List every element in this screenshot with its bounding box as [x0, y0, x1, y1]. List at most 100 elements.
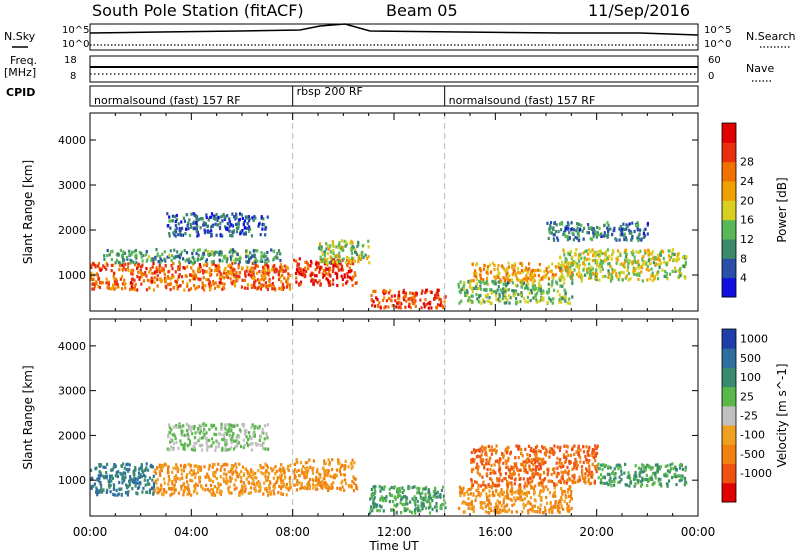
data-cell [237, 493, 241, 497]
data-cell [333, 473, 336, 477]
cpid-segment-label: normalsound (fast) 157 RF [449, 94, 596, 107]
data-cell [562, 453, 565, 457]
data-cell [683, 257, 687, 261]
data-cell [321, 479, 324, 483]
data-cell [399, 489, 402, 493]
data-cell [202, 276, 205, 280]
data-cell [479, 447, 482, 451]
data-cell [261, 227, 264, 231]
data-cell [357, 240, 360, 244]
data-cell [616, 249, 620, 253]
data-cell [478, 473, 482, 477]
data-cell [488, 448, 491, 452]
data-cell [402, 495, 406, 499]
data-cell [388, 500, 391, 504]
data-cell [260, 274, 263, 278]
data-cell [671, 476, 674, 480]
data-cell [529, 449, 532, 453]
data-cell [320, 247, 323, 251]
data-cell [336, 253, 339, 257]
data-cell [98, 476, 101, 480]
data-cell [429, 505, 432, 509]
data-cell [185, 251, 189, 255]
data-cell [483, 300, 486, 304]
data-cell [558, 266, 561, 270]
data-cell [524, 460, 527, 464]
data-cell [121, 477, 124, 481]
data-cell [229, 475, 232, 479]
data-cell [175, 218, 178, 222]
data-cell [319, 481, 322, 485]
data-cell [475, 455, 478, 459]
data-cell [568, 297, 571, 301]
data-cell [515, 462, 518, 466]
data-cell [213, 485, 216, 489]
data-cell [500, 491, 503, 495]
data-cell [213, 474, 216, 479]
data-cell [382, 509, 385, 513]
data-cell [598, 266, 601, 270]
data-cell [490, 291, 493, 295]
data-cell [567, 494, 570, 499]
data-cell [541, 484, 544, 488]
data-cell [258, 285, 261, 289]
data-cell [547, 479, 550, 483]
data-cell [247, 229, 251, 233]
data-cell [284, 268, 287, 272]
data-cell [393, 485, 396, 489]
data-cell [128, 463, 131, 467]
data-cell [259, 233, 262, 237]
data-cell [488, 493, 491, 498]
data-cell [234, 478, 237, 482]
data-cell [658, 258, 661, 262]
data-cell [485, 458, 488, 462]
data-cell [169, 226, 172, 230]
data-cell [231, 248, 235, 252]
data-cell [124, 491, 128, 495]
data-cell [533, 284, 536, 288]
data-cell [531, 479, 534, 484]
data-cell [645, 477, 648, 482]
data-cell [477, 487, 480, 491]
data-cell [161, 252, 164, 256]
data-cell [583, 258, 586, 262]
data-cell [503, 287, 507, 291]
data-cell [261, 443, 264, 447]
data-cell [339, 262, 342, 266]
data-cell [195, 464, 198, 468]
data-cell [528, 501, 531, 505]
data-cell [589, 272, 592, 277]
data-cell [582, 226, 586, 230]
data-cell [422, 487, 425, 491]
data-cell [490, 452, 493, 456]
data-cell [245, 430, 248, 434]
data-cell [642, 229, 646, 233]
data-cell [659, 465, 662, 469]
data-cell [228, 217, 231, 221]
data-cell [250, 442, 253, 446]
data-cell [573, 444, 576, 448]
data-cell [374, 484, 377, 489]
data-cell [235, 213, 238, 217]
data-cell [550, 231, 553, 235]
data-cell [467, 506, 470, 510]
data-cell [309, 264, 312, 268]
data-cell [120, 254, 124, 258]
data-cell [174, 279, 177, 283]
data-cell [607, 233, 610, 237]
data-cell [184, 274, 187, 278]
data-cell [594, 453, 597, 457]
data-cell [488, 498, 491, 503]
data-cell [297, 262, 300, 266]
data-cell [218, 266, 221, 270]
data-cell [133, 278, 136, 282]
data-cell [398, 293, 401, 297]
data-cell [221, 234, 224, 238]
data-cell [476, 287, 479, 291]
data-cell [510, 492, 514, 496]
data-cell [495, 291, 498, 296]
data-cell [514, 291, 517, 295]
data-cell [488, 296, 491, 300]
data-cell [361, 254, 364, 258]
